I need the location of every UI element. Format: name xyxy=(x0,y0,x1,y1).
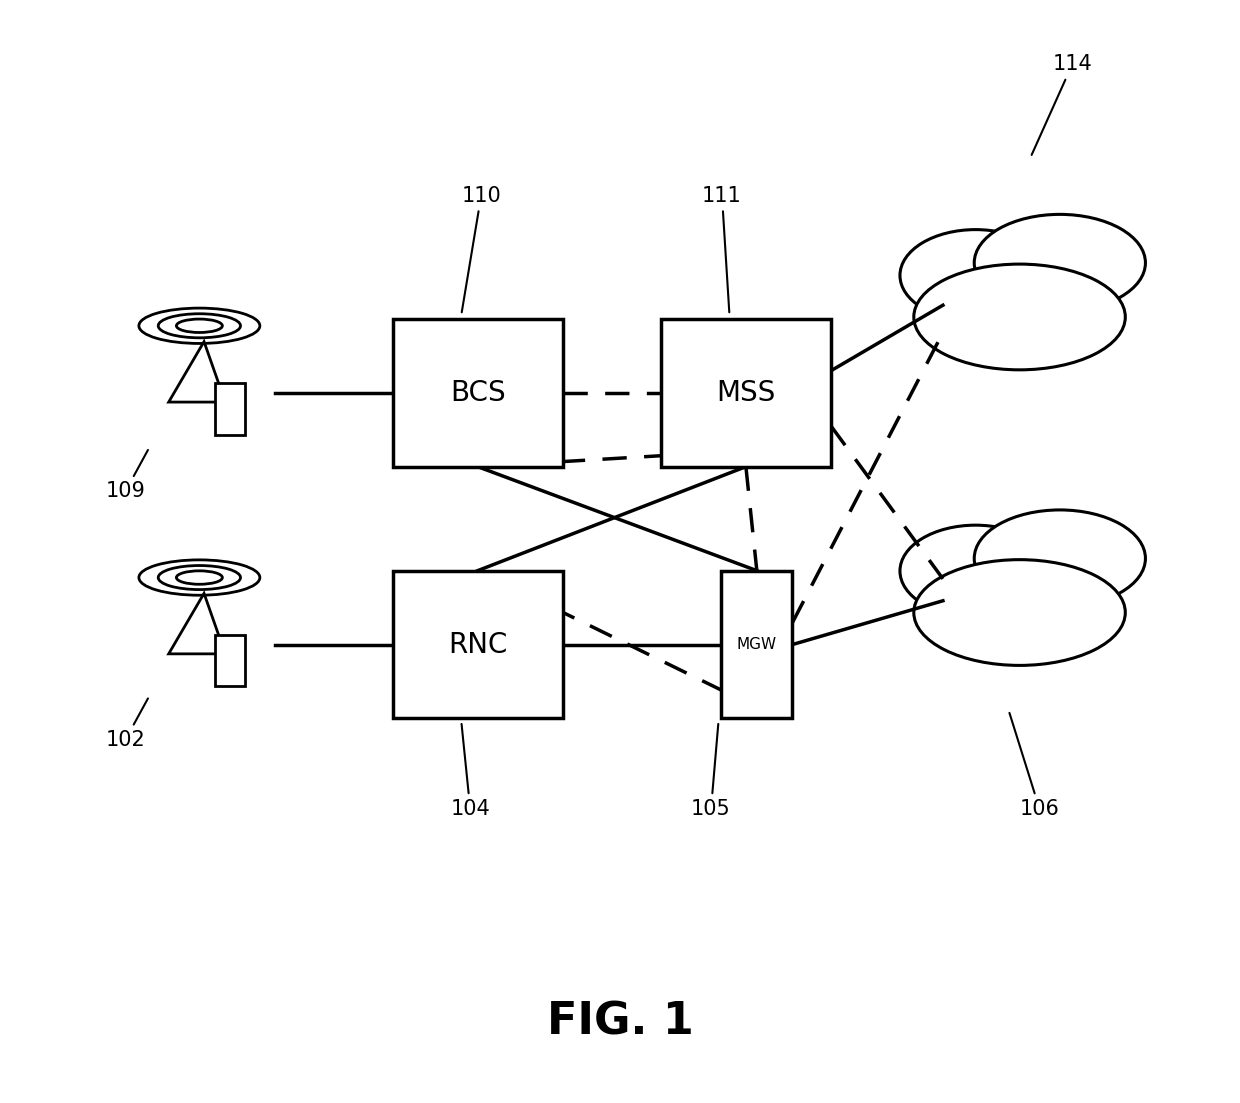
Bar xyxy=(216,635,246,686)
Bar xyxy=(393,319,563,467)
Text: RNC: RNC xyxy=(448,631,507,658)
Ellipse shape xyxy=(176,319,222,332)
Ellipse shape xyxy=(900,525,1052,617)
Bar xyxy=(393,570,563,718)
Ellipse shape xyxy=(975,214,1146,311)
Ellipse shape xyxy=(900,229,1052,321)
Bar xyxy=(661,319,831,467)
Text: 110: 110 xyxy=(461,185,501,312)
Ellipse shape xyxy=(159,313,241,338)
Text: BCS: BCS xyxy=(450,378,506,407)
Text: 104: 104 xyxy=(450,724,490,818)
Bar xyxy=(722,570,792,718)
Text: FIG. 1: FIG. 1 xyxy=(547,1000,693,1043)
Text: MSS: MSS xyxy=(717,378,775,407)
Ellipse shape xyxy=(159,566,241,590)
Ellipse shape xyxy=(139,560,260,596)
Text: 109: 109 xyxy=(105,450,148,501)
Ellipse shape xyxy=(139,308,260,343)
Text: MGW: MGW xyxy=(737,638,777,652)
Text: 111: 111 xyxy=(702,185,742,312)
Text: 114: 114 xyxy=(1032,54,1092,154)
Ellipse shape xyxy=(914,264,1125,370)
Ellipse shape xyxy=(176,571,222,585)
Ellipse shape xyxy=(975,510,1146,607)
Text: 106: 106 xyxy=(1009,713,1059,818)
Text: 102: 102 xyxy=(105,698,148,750)
Text: 105: 105 xyxy=(691,724,730,818)
Ellipse shape xyxy=(914,559,1125,665)
Bar xyxy=(216,384,246,435)
